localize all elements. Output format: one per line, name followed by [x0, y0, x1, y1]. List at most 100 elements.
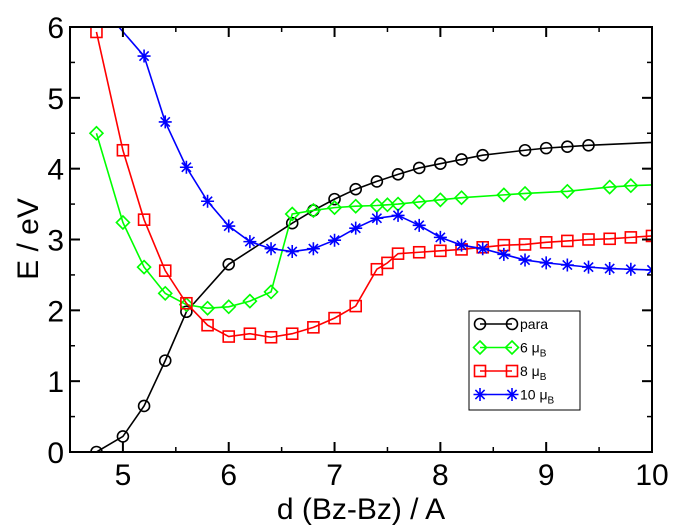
data-point-6-mub — [517, 185, 533, 202]
y-tick-label: 1 — [47, 366, 64, 399]
data-point-8-mub — [603, 232, 616, 246]
data-point-6-mub — [157, 285, 173, 301]
data-point-10-mub — [497, 247, 511, 261]
y-tick-label: 2 — [47, 295, 64, 328]
data-point-para — [561, 140, 574, 154]
data-point-10-mub — [222, 219, 236, 233]
data-point-para — [285, 216, 299, 230]
data-point-para — [391, 168, 405, 181]
legend-entry-8-mub: 8 μB — [473, 363, 547, 383]
data-point-para — [328, 192, 341, 206]
data-point-10-mub — [476, 242, 490, 256]
data-point-para — [158, 354, 172, 367]
data-point-para — [116, 430, 130, 443]
data-point-10-mub — [412, 218, 426, 232]
data-point-6-mub — [623, 178, 639, 194]
data-point-8-mub — [285, 327, 299, 341]
series-8-mub — [90, 27, 652, 344]
data-point-10-mub — [433, 230, 447, 244]
data-point-10-mub — [370, 211, 384, 225]
legend-marker-10-mub — [505, 388, 519, 401]
x-tick-label: 6 — [220, 459, 237, 492]
data-point-8-mub — [180, 296, 193, 310]
data-point-para — [434, 157, 447, 171]
legend-label-para: para — [520, 316, 548, 332]
legend-marker-8-mub — [473, 364, 487, 378]
data-point-8-mub — [264, 330, 278, 344]
data-point-6-mub — [178, 297, 195, 313]
data-point-8-mub — [243, 327, 257, 341]
data-point-10-mub — [624, 262, 638, 276]
y-tick-label: 4 — [47, 154, 64, 187]
legend-entry-para: para — [473, 316, 548, 332]
data-point-6-mub — [242, 293, 258, 309]
data-point-6-mub — [136, 259, 152, 275]
data-point-6-mub — [221, 299, 237, 315]
data-point-8-mub — [434, 244, 447, 258]
data-point-10-mub — [560, 258, 574, 272]
series-line-6-mub — [95, 133, 652, 310]
y-axis-title: E / eV — [12, 198, 45, 280]
data-point-para — [518, 143, 532, 157]
data-point-10-mub — [158, 115, 172, 129]
x-axis-title: d (Bz-Bz) / A — [277, 493, 445, 526]
data-point-8-mub — [158, 264, 172, 277]
data-point-8-mub — [645, 229, 652, 243]
data-point-6-mub — [263, 284, 279, 300]
data-point-6-mub — [326, 199, 343, 216]
data-point-8-mub — [116, 143, 130, 157]
legend-label-6-mub: 6 μB — [520, 340, 547, 360]
data-point-10-mub — [582, 260, 596, 274]
data-point-para — [539, 141, 553, 155]
legend-label-10-mub: 10 μB — [520, 387, 555, 407]
data-point-para — [582, 138, 595, 152]
data-point-8-mub — [90, 27, 103, 39]
legend-entry-10-mub: 10 μB — [473, 387, 555, 407]
data-point-8-mub — [307, 321, 320, 334]
legend-box — [468, 310, 581, 411]
data-point-10-mub — [455, 238, 469, 252]
data-point-6-mub — [199, 300, 216, 316]
data-point-6-mub — [305, 202, 322, 219]
data-point-6-mub — [88, 125, 105, 141]
data-point-8-mub — [539, 236, 553, 249]
data-point-8-mub — [412, 245, 426, 259]
data-point-para — [137, 399, 151, 413]
legend-marker-para — [473, 317, 487, 331]
data-point-10-mub — [518, 253, 532, 267]
series-layer — [88, 27, 652, 452]
data-point-para — [349, 182, 363, 196]
data-point-8-mub — [370, 262, 384, 276]
data-point-6-mub — [432, 192, 448, 208]
data-point-10-mub — [285, 245, 299, 259]
series-6-mub — [88, 125, 652, 316]
data-point-6-mub — [453, 190, 470, 206]
data-point-para — [455, 153, 468, 166]
data-point-8-mub — [582, 233, 595, 246]
data-point-10-mub — [201, 194, 215, 208]
legend-marker-8-mub — [505, 364, 519, 378]
data-point-8-mub — [201, 318, 214, 332]
data-point-8-mub — [328, 311, 341, 325]
data-point-10-mub — [603, 262, 617, 276]
legend-entry-6-mub: 6 μB — [472, 340, 547, 360]
data-point-10-mub — [306, 242, 320, 256]
data-point-6-mub — [559, 183, 575, 199]
x-tick-label: 8 — [432, 459, 449, 492]
data-point-8-mub — [222, 330, 236, 343]
data-point-6-mub — [115, 214, 131, 231]
data-point-para — [412, 161, 426, 175]
data-point-8-mub — [381, 256, 394, 270]
data-point-8-mub — [137, 213, 151, 226]
data-point-6-mub — [379, 197, 396, 213]
data-point-10-mub — [349, 221, 363, 235]
legend-marker-10-mub — [473, 388, 487, 401]
data-point-10-mub — [328, 233, 342, 247]
axes-layer: 5 6 7 8 9 10 0 1 2 3 4 5 6 — [47, 12, 668, 492]
x-tick-label: 7 — [326, 459, 343, 492]
x-tick-label: 9 — [538, 459, 555, 492]
data-point-10-mub — [243, 235, 257, 249]
data-point-10-mub — [539, 256, 553, 270]
data-point-8-mub — [624, 231, 638, 244]
